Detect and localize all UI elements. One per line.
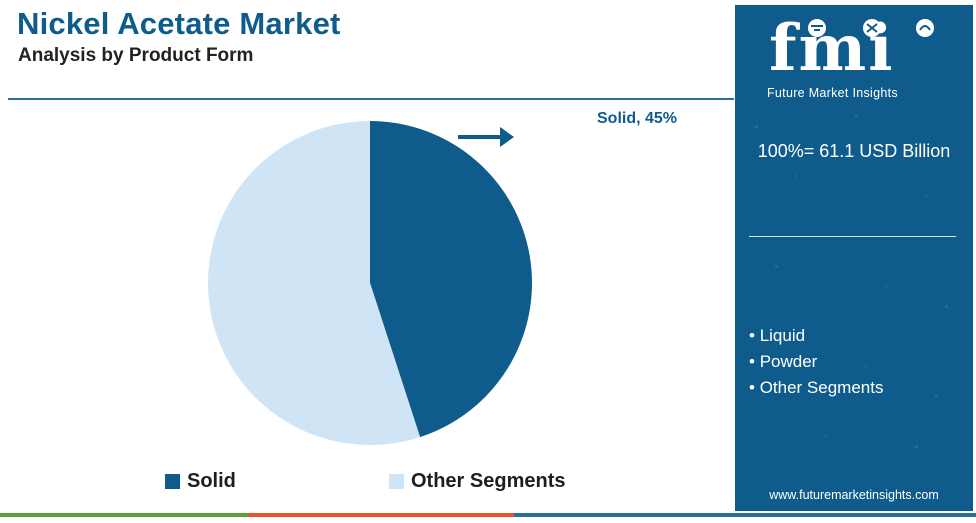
pie-chart bbox=[208, 121, 532, 445]
legend-item-other-segments: Other Segments bbox=[389, 470, 565, 493]
arrow-right-icon bbox=[458, 127, 514, 147]
pie-slice-solid bbox=[370, 121, 532, 438]
logo-tagline: Future Market Insights bbox=[767, 86, 898, 100]
page-subtitle: Analysis by Product Form bbox=[18, 45, 254, 66]
legend-label-other-segments: Other Segments bbox=[411, 470, 566, 492]
sidebar-divider bbox=[749, 236, 956, 237]
legend-swatch-other-segments bbox=[389, 474, 404, 489]
pie-slice-other-segments bbox=[208, 121, 421, 445]
bottom-bar-green bbox=[0, 513, 248, 517]
fmi-logo: fmi Future Market Insights bbox=[763, 15, 948, 105]
list-item: Other Segments bbox=[749, 375, 884, 401]
bottom-bar-blue bbox=[514, 513, 976, 517]
bottom-color-bar bbox=[0, 513, 976, 517]
list-item: Liquid bbox=[749, 323, 883, 349]
list-item: Powder bbox=[749, 349, 883, 375]
bottom-bar-orange bbox=[248, 513, 514, 517]
logo-globe-icons bbox=[808, 19, 934, 37]
info-sidebar: fmi Future Market Insights 100%= 61.1 US… bbox=[735, 5, 973, 511]
website-url: www.futuremarketinsights.com bbox=[769, 488, 939, 502]
market-total: 100%= 61.1 USD Billion bbox=[757, 141, 951, 161]
legend-label-solid: Solid bbox=[187, 470, 236, 492]
legend-item-solid: Solid bbox=[165, 470, 236, 493]
solid-callout-label: Solid, 45% bbox=[597, 110, 678, 127]
other-segments-list: Liquid Powder Other Segments bbox=[749, 323, 884, 401]
header-divider bbox=[8, 98, 734, 100]
page-title: Nickel Acetate Market bbox=[17, 6, 341, 41]
legend-swatch-solid bbox=[165, 474, 180, 489]
